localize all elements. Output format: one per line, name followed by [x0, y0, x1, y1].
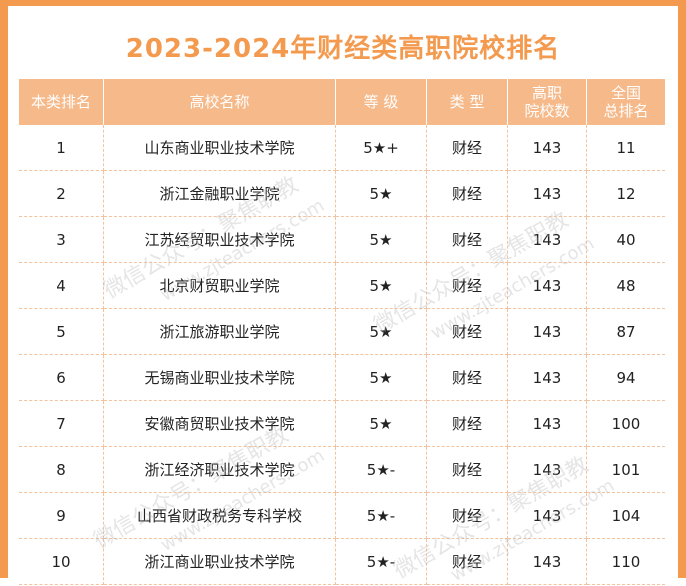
cell-name: 山东商业职业技术学院	[104, 125, 336, 171]
cell-count: 143	[508, 401, 587, 447]
header-school-count-line2: 院校数	[524, 102, 570, 120]
cell-type: 财经	[427, 263, 508, 309]
table-row: 4 北京财贸职业学院 5★ 财经 143 48	[19, 263, 665, 309]
table-header-row: 本类排名 高校名称 等 级 类 型 高职 院校数 全国 总排名	[19, 79, 665, 125]
cell-name: 江苏经贸职业技术学院	[104, 217, 336, 263]
cell-count: 143	[508, 309, 587, 355]
cell-count: 143	[508, 171, 587, 217]
cell-type: 财经	[427, 217, 508, 263]
cell-name: 北京财贸职业学院	[104, 263, 336, 309]
cell-overall: 101	[587, 447, 665, 493]
cell-type: 财经	[427, 539, 508, 585]
cell-name: 安徽商贸职业技术学院	[104, 401, 336, 447]
header-type: 类 型	[427, 79, 508, 125]
table-row: 7 安徽商贸职业技术学院 5★ 财经 143 100	[19, 401, 665, 447]
header-school-count-line1: 高职	[531, 84, 562, 102]
cell-type: 财经	[427, 355, 508, 401]
table-row: 10 浙江商业职业技术学院 5★- 财经 143 110	[19, 539, 665, 585]
cell-name: 浙江经济职业技术学院	[104, 447, 336, 493]
cell-grade: 5★	[336, 217, 427, 263]
cell-overall: 11	[587, 125, 665, 171]
cell-overall: 110	[587, 539, 665, 585]
cell-rank: 8	[19, 447, 104, 493]
cell-overall: 94	[587, 355, 665, 401]
table-row: 8 浙江经济职业技术学院 5★- 财经 143 101	[19, 447, 665, 493]
cell-count: 143	[508, 217, 587, 263]
cell-grade: 5★	[336, 263, 427, 309]
cell-rank: 1	[19, 125, 104, 171]
cell-rank: 2	[19, 171, 104, 217]
cell-count: 143	[508, 539, 587, 585]
cell-count: 143	[508, 125, 587, 171]
header-overall-rank-line1: 全国	[610, 84, 641, 102]
cell-rank: 9	[19, 493, 104, 539]
cell-count: 143	[508, 263, 587, 309]
cell-grade: 5★-	[336, 493, 427, 539]
header-grade: 等 级	[336, 79, 427, 125]
header-category-rank: 本类排名	[19, 79, 104, 125]
table-row: 5 浙江旅游职业学院 5★ 财经 143 87	[19, 309, 665, 355]
cell-name: 浙江旅游职业学院	[104, 309, 336, 355]
cell-overall: 104	[587, 493, 665, 539]
cell-type: 财经	[427, 447, 508, 493]
cell-type: 财经	[427, 309, 508, 355]
cell-overall: 87	[587, 309, 665, 355]
page-title: 2023-2024年财经类高职院校排名	[125, 34, 561, 64]
table-row: 3 江苏经贸职业技术学院 5★ 财经 143 40	[19, 217, 665, 263]
cell-rank: 3	[19, 217, 104, 263]
cell-grade: 5★-	[336, 447, 427, 493]
cell-overall: 48	[587, 263, 665, 309]
cell-name: 浙江金融职业学院	[104, 171, 336, 217]
cell-count: 143	[508, 447, 587, 493]
cell-count: 143	[508, 493, 587, 539]
header-overall-rank: 全国 总排名	[587, 79, 665, 125]
cell-rank: 5	[19, 309, 104, 355]
cell-rank: 7	[19, 401, 104, 447]
cell-overall: 40	[587, 217, 665, 263]
cell-type: 财经	[427, 171, 508, 217]
header-school-name: 高校名称	[104, 79, 336, 125]
cell-grade: 5★	[336, 401, 427, 447]
cell-rank: 10	[19, 539, 104, 585]
cell-grade: 5★	[336, 309, 427, 355]
cell-type: 财经	[427, 125, 508, 171]
cell-name: 无锡商业职业技术学院	[104, 355, 336, 401]
cell-type: 财经	[427, 493, 508, 539]
cell-overall: 12	[587, 171, 665, 217]
header-school-count: 高职 院校数	[508, 79, 587, 125]
cell-name: 山西省财政税务专科学校	[104, 493, 336, 539]
cell-name: 浙江商业职业技术学院	[104, 539, 336, 585]
table-row: 9 山西省财政税务专科学校 5★- 财经 143 104	[19, 493, 665, 539]
cell-overall: 100	[587, 401, 665, 447]
cell-grade: 5★	[336, 355, 427, 401]
header-overall-rank-line2: 总排名	[603, 102, 649, 120]
ranking-table: 本类排名 高校名称 等 级 类 型 高职 院校数 全国 总排名 1 山东商业职业技术…	[19, 79, 665, 585]
cell-grade: 5★+	[336, 125, 427, 171]
cell-grade: 5★	[336, 171, 427, 217]
table-row: 2 浙江金融职业学院 5★ 财经 143 12	[19, 171, 665, 217]
table-row: 6 无锡商业职业技术学院 5★ 财经 143 94	[19, 355, 665, 401]
table-row: 1 山东商业职业技术学院 5★+ 财经 143 11	[19, 125, 665, 171]
cell-count: 143	[508, 355, 587, 401]
cell-rank: 4	[19, 263, 104, 309]
cell-grade: 5★-	[336, 539, 427, 585]
cell-type: 财经	[427, 401, 508, 447]
cell-rank: 6	[19, 355, 104, 401]
